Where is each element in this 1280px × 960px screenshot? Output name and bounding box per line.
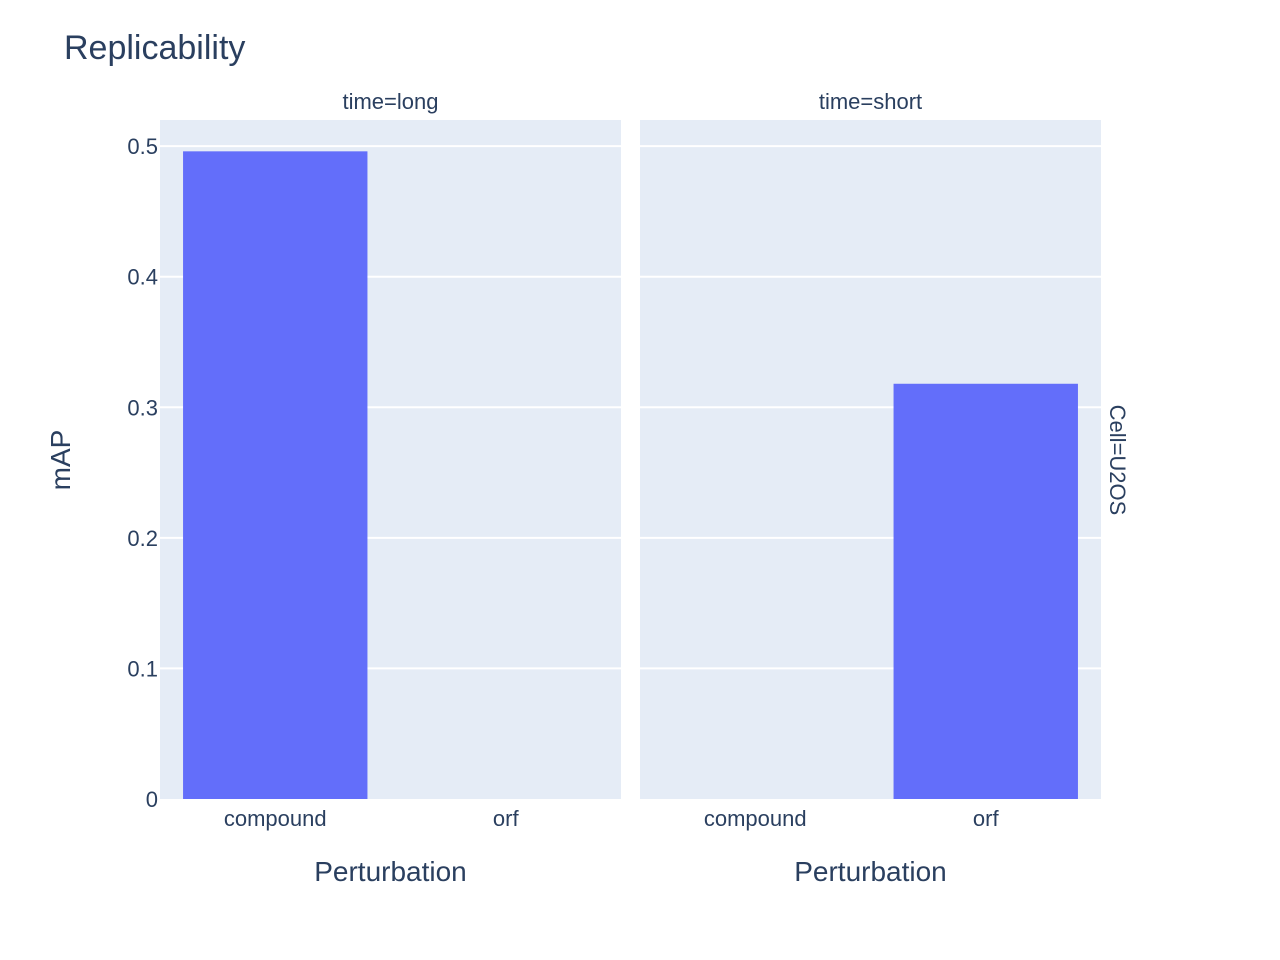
facet-panel-1: compound orf time=short Perturbation (640, 89, 1101, 887)
y-tick-label: 0.1 (127, 656, 158, 681)
x-axis-title: Perturbation (314, 856, 467, 887)
y-tick-label: 0 (146, 787, 158, 812)
chart-title: Replicability (64, 29, 245, 67)
facet-title: time=long (342, 89, 438, 114)
y-axis-title: mAP (45, 430, 76, 491)
facet-panel-0: compound orf time=long Perturbation (160, 89, 621, 887)
x-tick-label: compound (704, 806, 807, 831)
y-tick-label: 0.4 (127, 265, 158, 290)
bar-orf (893, 383, 1078, 799)
row-facet-label: Cell=U2OS (1105, 405, 1130, 516)
x-axis-title: Perturbation (794, 856, 947, 887)
y-tick-label: 0.3 (127, 395, 158, 420)
y-tick-label: 0.5 (127, 134, 158, 159)
facet-panels: compound orftime=longPerturbationcompound… (160, 89, 1101, 887)
x-tick-label: orf (493, 806, 520, 831)
bar-compound (183, 151, 368, 800)
facet-title: time=short (819, 89, 922, 114)
x-tick-label: orf (973, 806, 1000, 831)
y-tick-label: 0.2 (127, 526, 158, 551)
y-axis: 0 0.1 0.2 0.3 0.4 0.5 (127, 134, 158, 812)
x-tick-label: compound (224, 806, 327, 831)
